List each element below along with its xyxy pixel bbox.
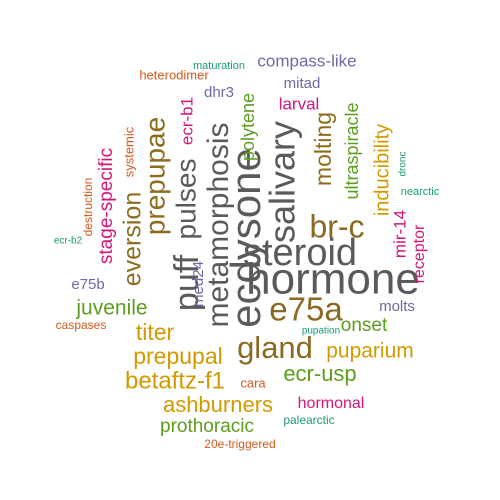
cloud-word-caspases: caspases	[56, 318, 107, 332]
cloud-word-steroid: steroid	[243, 232, 357, 274]
cloud-word-salivary: salivary	[262, 121, 303, 243]
cloud-word-puff: puff	[168, 254, 206, 311]
cloud-word-metamorphosis: metamorphosis	[202, 122, 235, 327]
cloud-word-hormone: hormone	[246, 255, 420, 304]
cloud-word-eversion: eversion	[119, 192, 147, 287]
cloud-word-ecr-b2: ecr-b2	[54, 236, 83, 247]
cloud-word-puparium: puparium	[326, 340, 414, 363]
cloud-word-dronc: dronc	[398, 151, 409, 176]
cloud-word-prepupal: prepupal	[133, 343, 223, 369]
cloud-word-20e-triggered: 20e-triggered	[204, 437, 275, 451]
cloud-word-prepupae: prepupae	[139, 117, 170, 235]
cloud-word-gland: gland	[237, 330, 313, 365]
cloud-word-larval: larval	[279, 94, 320, 113]
cloud-word-e75b: e75b	[71, 276, 104, 293]
cloud-word-titer: titer	[136, 319, 175, 345]
cloud-word-betaftz-f1: betaftz-f1	[125, 367, 225, 394]
cloud-word-ashburners: ashburners	[163, 392, 273, 417]
cloud-word-molting: molting	[310, 112, 336, 186]
cloud-word-ultraspiracle: ultraspiracle	[342, 102, 362, 199]
cloud-word-onset: onset	[341, 315, 388, 336]
cloud-word-maturation: maturation	[193, 60, 245, 72]
cloud-word-receptor: receptor	[411, 224, 428, 283]
cloud-word-stage-specific: stage-specific	[96, 148, 117, 264]
cloud-word-compass-like: compass-like	[257, 51, 356, 70]
cloud-word-ecr-b1: ecr-b1	[177, 97, 196, 145]
cloud-word-cara: cara	[240, 375, 266, 390]
cloud-word-inducibility: inducibility	[371, 124, 393, 216]
cloud-word-ecr-usp: ecr-usp	[283, 361, 356, 386]
cloud-word-prothoracic: prothoracic	[160, 416, 254, 437]
cloud-word-med24: med24	[190, 261, 207, 307]
cloud-word-dhr3: dhr3	[204, 84, 234, 101]
cloud-word-ecdysone: ecdysone	[222, 148, 269, 328]
cloud-word-nearctic: nearctic	[401, 186, 440, 198]
cloud-word-molts: molts	[379, 298, 415, 315]
cloud-word-e75a: e75a	[269, 291, 343, 328]
cloud-word-destruction: destruction	[81, 178, 95, 237]
cloud-word-systemic: systemic	[121, 126, 136, 177]
cloud-word-pupation: pupation	[302, 326, 340, 337]
cloud-word-heterodimer: heterodimer	[139, 67, 209, 82]
cloud-word-polytene: polytene	[238, 93, 258, 161]
cloud-word-hormonal: hormonal	[298, 395, 365, 412]
cloud-word-br-c: br-c	[309, 208, 364, 244]
cloud-word-mitad: mitad	[284, 75, 321, 92]
cloud-word-pulses: pulses	[170, 159, 201, 240]
cloud-word-juvenile: juvenile	[75, 297, 147, 320]
cloud-word-mir-14: mir-14	[390, 210, 409, 258]
cloud-word-palearctic: palearctic	[283, 413, 334, 427]
